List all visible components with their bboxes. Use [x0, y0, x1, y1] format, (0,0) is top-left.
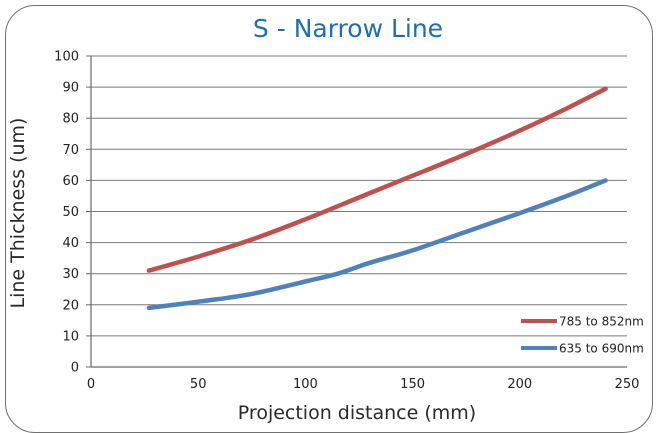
- x-tick-label: 50: [190, 377, 207, 392]
- x-tick-label: 250: [615, 377, 640, 392]
- legend: 785 to 852nm 635 to 690nm: [521, 315, 644, 356]
- y-tick-label: 30: [62, 267, 79, 282]
- y-tick-labels: 0 10 20 30 40 50 60 70 80 90 100: [54, 50, 79, 376]
- chart-frame: [5, 5, 653, 433]
- legend-label: 785 to 852nm: [559, 315, 644, 329]
- y-tick-label: 40: [62, 236, 79, 251]
- x-tick-label: 100: [293, 377, 318, 392]
- y-axis-label: Line Thickness (um): [7, 118, 29, 309]
- y-tick-label: 20: [62, 298, 79, 313]
- series-line-0: [146, 86, 608, 273]
- y-tick-label: 80: [62, 112, 79, 127]
- x-tick-labels: 0 50 100 150 200 250: [87, 377, 640, 392]
- x-axis-label: Projection distance (mm): [238, 402, 476, 424]
- y-tick-label: 90: [62, 81, 79, 96]
- x-tick-label: 0: [87, 377, 95, 392]
- axes: [86, 55, 627, 368]
- legend-label: 635 to 690nm: [559, 342, 644, 356]
- x-tick-label: 150: [400, 377, 425, 392]
- x-tick-label: 200: [507, 377, 532, 392]
- chart-title: S - Narrow Line: [253, 14, 443, 43]
- series-line-1: [146, 178, 608, 311]
- y-tick-label: 60: [62, 174, 79, 189]
- series-lines: [146, 86, 608, 311]
- y-tick-label: 50: [62, 205, 79, 220]
- y-tick-label: 0: [71, 361, 79, 376]
- y-tick-label: 100: [54, 50, 79, 65]
- y-tick-label: 10: [62, 329, 79, 344]
- y-tick-label: 70: [62, 143, 79, 158]
